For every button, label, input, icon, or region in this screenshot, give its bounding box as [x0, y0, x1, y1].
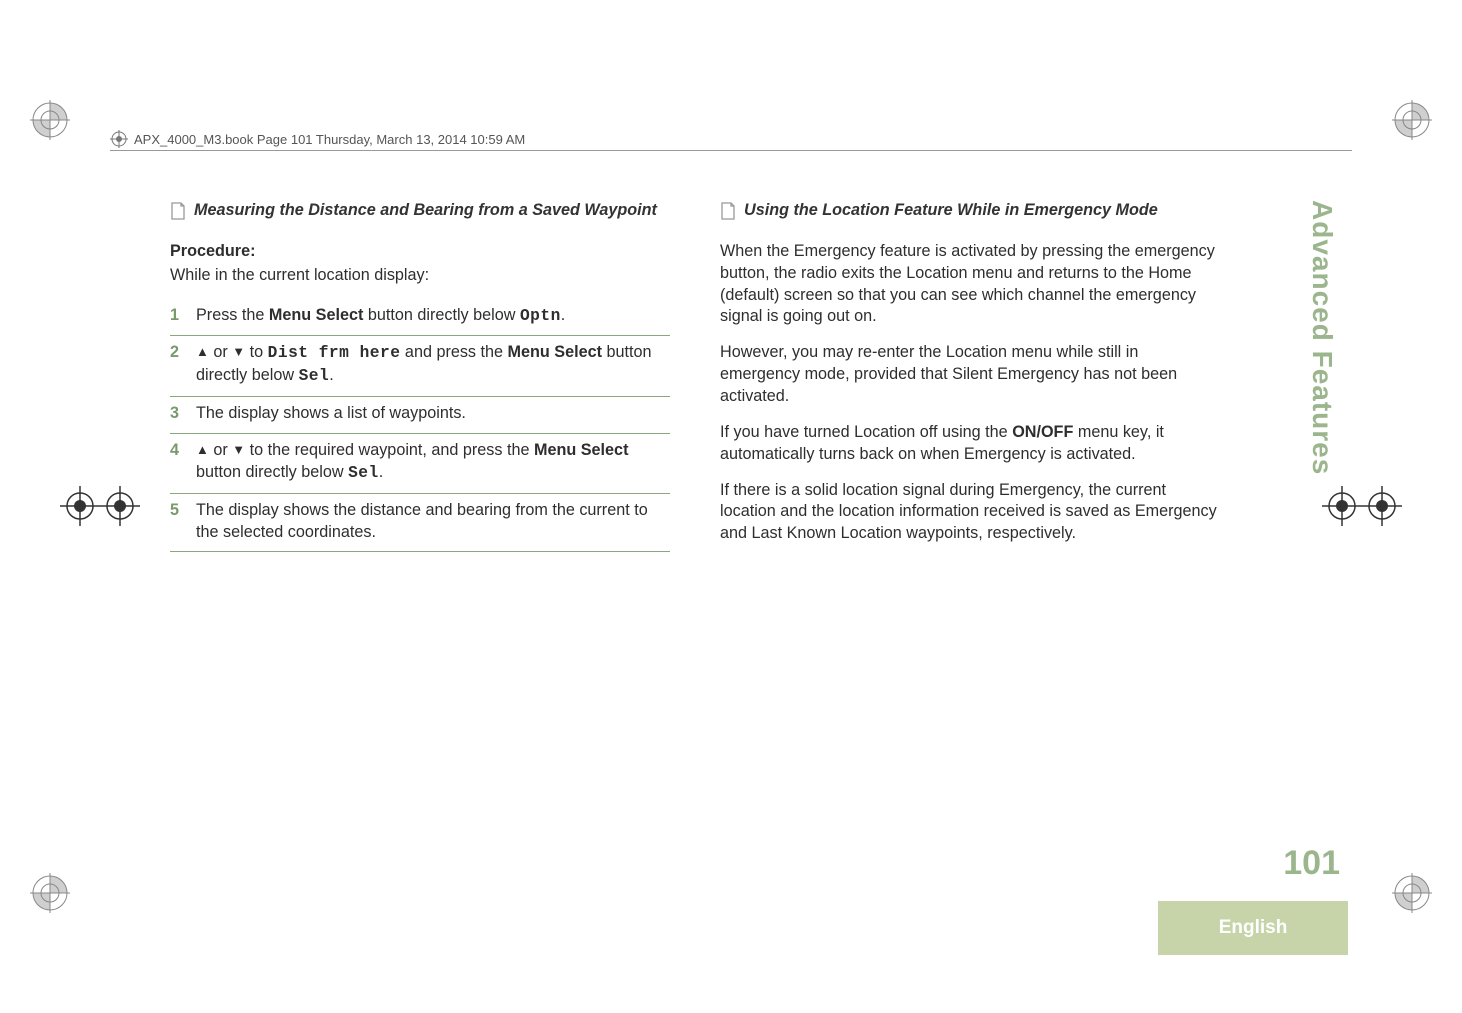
paragraph: If there is a solid location signal duri… [720, 480, 1220, 546]
print-mark-icon [1392, 100, 1432, 140]
page-number: 101 [1283, 844, 1340, 883]
right-section-title: Using the Location Feature While in Emer… [744, 200, 1158, 227]
note-icon [720, 202, 736, 227]
left-section-title: Measuring the Distance and Bearing from … [194, 200, 657, 227]
step-body: ▲ or ▼ to the required waypoint, and pre… [196, 440, 670, 485]
left-column: Measuring the Distance and Bearing from … [170, 200, 670, 559]
step-row: 3 The display shows a list of waypoints. [170, 397, 670, 434]
bold-text: Menu Select [534, 441, 628, 459]
step-body: The display shows a list of waypoints. [196, 403, 670, 425]
mono-text: Sel [299, 367, 330, 385]
print-mark-icon [30, 100, 70, 140]
bold-text: Menu Select [269, 306, 363, 324]
page-header: APX_4000_M3.book Page 101 Thursday, Marc… [110, 130, 525, 148]
content-area: Measuring the Distance and Bearing from … [170, 200, 1220, 559]
paragraph: When the Emergency feature is activated … [720, 241, 1220, 328]
step-row: 4 ▲ or ▼ to the required waypoint, and pr… [170, 434, 670, 494]
step-number: 3 [170, 403, 182, 425]
step-number: 2 [170, 342, 182, 388]
step-row: 2 ▲ or ▼ to Dist frm here and press the M… [170, 336, 670, 397]
header-rule [110, 150, 1352, 151]
note-icon [170, 202, 186, 227]
bold-text: Menu Select [508, 343, 602, 361]
bold-text: ON/OFF [1012, 423, 1073, 441]
mono-text: Sel [348, 464, 379, 482]
print-mark-icon [30, 873, 70, 913]
up-arrow-icon: ▲ [196, 441, 209, 459]
text: If you have turned Location off using th… [720, 423, 1012, 441]
step-row: 5 The display shows the distance and bear… [170, 494, 670, 553]
paragraph: However, you may re-enter the Location m… [720, 342, 1220, 408]
steps-list: 1 Press the Menu Select button directly b… [170, 299, 670, 553]
crosshair-icon [60, 486, 100, 526]
step-body: The display shows the distance and beari… [196, 500, 670, 544]
down-arrow-icon: ▼ [232, 343, 245, 361]
side-tab: Advanced Features [1304, 200, 1340, 640]
header-text: APX_4000_M3.book Page 101 Thursday, Marc… [134, 132, 525, 147]
step-number: 1 [170, 305, 182, 328]
step-row: 1 Press the Menu Select button directly b… [170, 299, 670, 337]
step-number: 4 [170, 440, 182, 485]
up-arrow-icon: ▲ [196, 343, 209, 361]
step-body: Press the Menu Select button directly be… [196, 305, 670, 328]
right-section-heading: Using the Location Feature While in Emer… [720, 200, 1220, 227]
paragraph: If you have turned Location off using th… [720, 422, 1220, 466]
down-arrow-icon: ▼ [232, 441, 245, 459]
crosshair-icon [100, 486, 140, 526]
side-tab-label: Advanced Features [1306, 200, 1338, 475]
step-body: ▲ or ▼ to Dist frm here and press the Me… [196, 342, 670, 388]
crosshair-icon [1362, 486, 1402, 526]
print-mark-icon [1392, 873, 1432, 913]
step-number: 5 [170, 500, 182, 544]
language-label: English [1219, 917, 1288, 939]
mono-text: Dist frm here [268, 344, 401, 362]
language-block: English [1158, 901, 1348, 955]
mono-text: Optn [520, 307, 561, 325]
left-section-heading: Measuring the Distance and Bearing from … [170, 200, 670, 227]
procedure-desc: While in the current location display: [170, 265, 670, 287]
procedure-label: Procedure: [170, 241, 670, 263]
right-column: Using the Location Feature While in Emer… [720, 200, 1220, 559]
